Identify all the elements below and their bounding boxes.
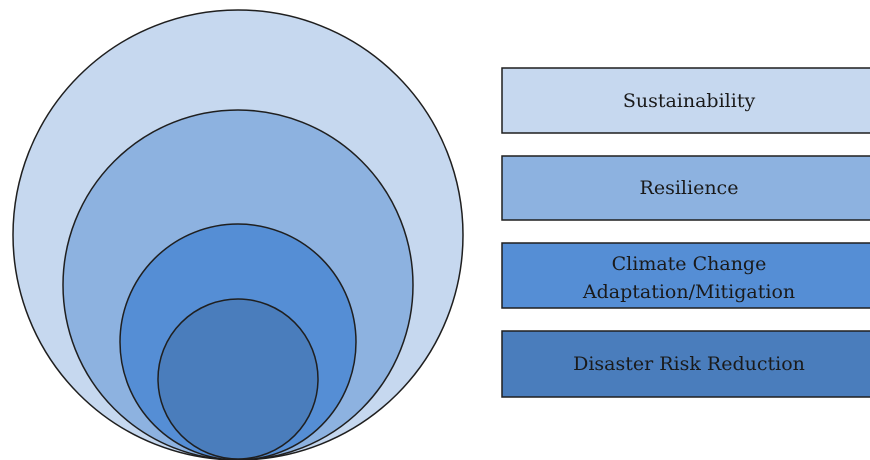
legend-label-sustainability: Sustainability bbox=[623, 90, 756, 112]
legend-item-climate-change: Climate Change Adaptation/Mitigation bbox=[501, 242, 870, 309]
legend-item-sustainability: Sustainability bbox=[501, 67, 870, 134]
legend-label-resilience: Resilience bbox=[640, 177, 739, 199]
legend-box-disaster-risk-reduction bbox=[501, 330, 870, 398]
legend-box-resilience bbox=[501, 155, 870, 221]
legend-box-sustainability bbox=[501, 67, 870, 134]
legend-item-resilience: Resilience bbox=[501, 155, 870, 221]
legend-label-disaster-risk-reduction: Disaster Risk Reduction bbox=[573, 353, 805, 375]
circle-disaster-risk-reduction bbox=[157, 298, 319, 460]
legend-item-disaster-risk-reduction: Disaster Risk Reduction bbox=[501, 330, 870, 398]
legend-box-climate-change bbox=[501, 242, 870, 309]
legend: Sustainability Resilience Climate Change… bbox=[501, 67, 870, 398]
circle-group bbox=[12, 9, 464, 460]
legend-label-climate-change-line1: Climate Change bbox=[612, 253, 767, 275]
legend-label-climate-change-line2: Adaptation/Mitigation bbox=[582, 281, 795, 303]
